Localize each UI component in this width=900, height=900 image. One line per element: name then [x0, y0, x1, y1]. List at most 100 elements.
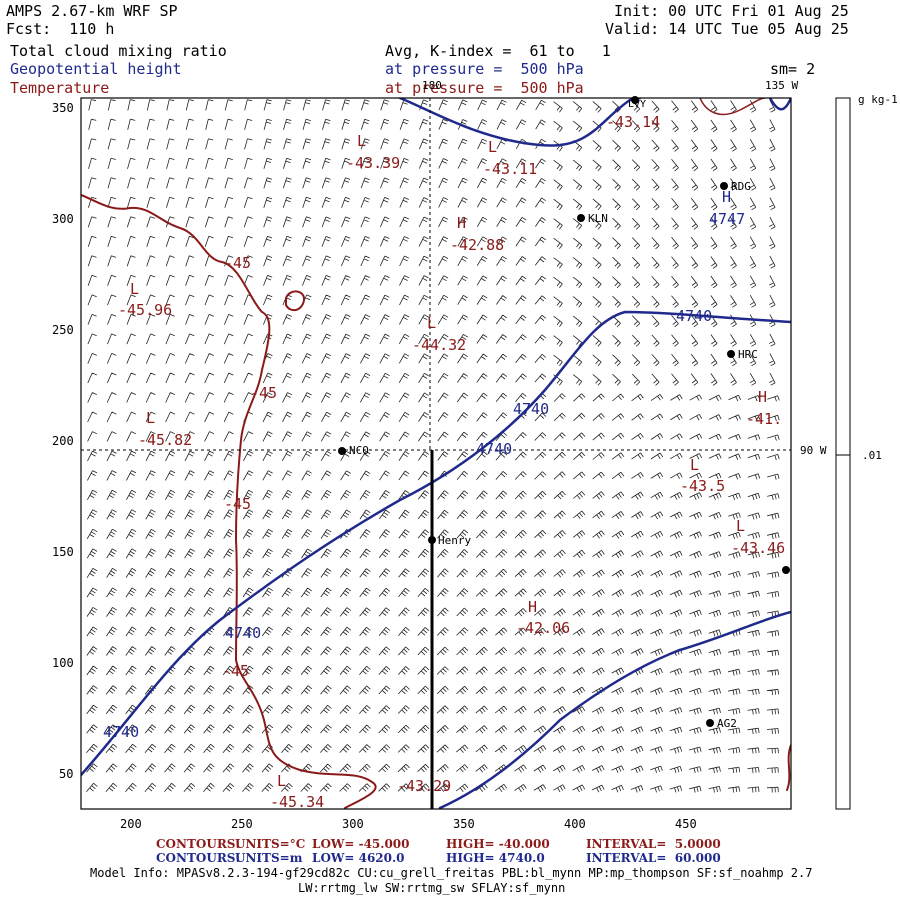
height-contour-label: 4740: [225, 624, 262, 642]
low-marker: L: [130, 280, 140, 298]
init-time: Init: 00 UTC Fri 01 Aug 25: [614, 2, 849, 20]
forecast-hour: Fcst: 110 h: [6, 20, 115, 38]
wind-barbs: [86, 99, 780, 793]
y-tick: 150: [52, 545, 74, 559]
temperature-value: -43.11: [483, 160, 538, 178]
station-dot-hrc: [727, 350, 735, 358]
height-pressure-level: at pressure = 500 hPa: [385, 60, 584, 78]
temperature-value: -43.46: [731, 539, 786, 557]
model-info: Model Info: MPASv8.2.3-194-gf29cd82c CU:…: [90, 866, 813, 880]
contour-height-label: CONTOURS:: [156, 851, 240, 865]
temperature-value: -44.32: [412, 336, 467, 354]
high-marker: H: [528, 598, 538, 616]
station-markers: [338, 96, 790, 727]
k-index-range: Avg, K-index = 61 to 1: [385, 42, 611, 60]
temperature-value: -45.82: [138, 431, 193, 449]
colorbar-unit: g kg-1: [858, 93, 898, 106]
high-marker: H: [457, 214, 467, 232]
field-height-label: Geopotential height: [10, 60, 182, 78]
station-label-nco: NCO: [349, 444, 369, 457]
colorbar-tick-label: .01: [862, 449, 882, 462]
station-label-rdg: RDG: [731, 180, 751, 193]
temperature-contour-ne: [699, 98, 766, 116]
temperature-contour-label: -45: [250, 384, 278, 402]
low-marker: L: [427, 314, 437, 332]
temperature-value: -43.39: [346, 154, 401, 172]
station-label-ag2: AG2: [717, 717, 737, 730]
y-tick: 350: [52, 101, 74, 115]
contour-temp-interval: INTERVAL= 5.0000: [586, 837, 721, 851]
contour-temp-high: HIGH= -40.000: [446, 837, 550, 851]
temperature-contour-small: [285, 290, 305, 312]
temperature-value: -43.29: [397, 777, 452, 795]
valid-time: Valid: 14 UTC Tue 05 Aug 25: [605, 20, 849, 38]
temperature-contour-label: -45: [222, 662, 250, 680]
contour-height-units: UNITS=m: [235, 851, 303, 865]
station-label-hrc: HRC: [738, 348, 758, 361]
height-contour-south: [438, 610, 791, 809]
x-tick: 450: [675, 817, 697, 831]
temperature-value: -45.96: [118, 301, 173, 319]
temperature-contour-east: [786, 744, 791, 791]
y-tick: 100: [52, 656, 74, 670]
height-contour-label: 4740: [513, 400, 550, 418]
station-dot-nco: [338, 447, 346, 455]
smoothing-label: sm= 2: [770, 60, 816, 78]
temperature-value: -43.5: [680, 477, 726, 495]
high-marker-height: H: [722, 188, 732, 206]
station-dot-ag2: [706, 719, 714, 727]
field-temperature-label: Temperature: [10, 79, 110, 97]
contour-height-high: HIGH= 4740.0: [446, 851, 545, 865]
temperature-contour-label: -45: [224, 254, 252, 272]
station-dot-lvy: [631, 96, 639, 104]
contour-temp-units: UNITS=°C: [235, 837, 306, 851]
height-value: 4747: [709, 210, 746, 228]
station-dot-kln: [577, 214, 585, 222]
temperature-value: -43.14: [606, 113, 661, 131]
low-marker: L: [488, 138, 498, 156]
low-marker: L: [277, 772, 287, 790]
station-dot-east: [782, 566, 790, 574]
station-label-lvy: LVY: [628, 99, 647, 110]
height-contour-label: 4740: [476, 440, 513, 458]
contour-temp-label: CONTOURS:: [156, 837, 240, 851]
temperature-pressure-level: at pressure = 500 hPa: [385, 79, 584, 97]
station-dot-rdg: [720, 182, 728, 190]
x-tick: 200: [120, 817, 142, 831]
temperature-value: -42.06: [516, 619, 571, 637]
y-tick: 300: [52, 212, 74, 226]
y-tick: 250: [52, 323, 74, 337]
temperature-value: -42.88: [450, 236, 505, 254]
low-marker: L: [736, 517, 746, 535]
lon-label-135w: 135 W: [765, 79, 799, 92]
colorbar: [835, 97, 851, 810]
x-tick: 350: [453, 817, 475, 831]
height-contour-label: 4740: [103, 723, 140, 741]
height-contour-north: [398, 98, 642, 147]
station-label-henry: Henry: [438, 534, 472, 547]
x-tick: 250: [231, 817, 253, 831]
model-info-radiation: LW:rrtmg_lw SW:rrtmg_sw SFLAY:sf_mynn: [298, 881, 566, 895]
y-tick: 200: [52, 434, 74, 448]
x-tick: 400: [564, 817, 586, 831]
height-contour-main: [81, 310, 791, 777]
wind-barb-field: [86, 99, 780, 793]
x-tick: 300: [342, 817, 364, 831]
temperature-contour-label: -45: [224, 495, 252, 513]
contour-height-interval: INTERVAL= 60.000: [586, 851, 721, 865]
station-label-kln: KLN: [588, 212, 608, 225]
low-marker: L: [146, 409, 156, 427]
model-title: AMPS 2.67-km WRF SP: [6, 2, 178, 20]
low-marker: L: [357, 132, 367, 150]
temperature-value: -45.34: [270, 793, 325, 811]
y-tick: 50: [59, 767, 74, 781]
low-marker: L: [690, 456, 700, 474]
temperature-contour: [81, 194, 377, 809]
lon-label-180: 180: [422, 79, 442, 92]
plot-frame: [80, 97, 792, 810]
height-contour-ne: [768, 98, 791, 111]
contour-temp-low: LOW= -45.000: [312, 837, 410, 851]
height-contour-label: 4740: [676, 307, 713, 325]
temperature-value: -41.: [746, 410, 783, 428]
